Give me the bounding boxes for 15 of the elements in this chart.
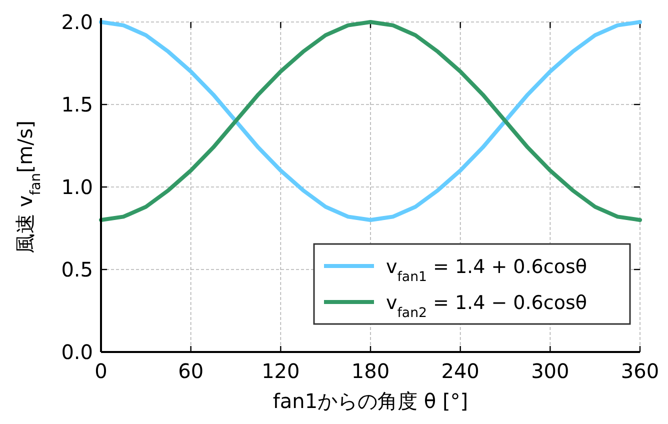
x-tick-label: 360 bbox=[620, 359, 660, 383]
x-axis-title: fan1からの角度 θ [°] bbox=[272, 389, 468, 413]
x-tick-label: 60 bbox=[178, 359, 204, 383]
y-tick-label: 2.0 bbox=[61, 10, 93, 34]
y-tick-label: 0.5 bbox=[61, 258, 93, 282]
x-tick-label: 240 bbox=[441, 359, 480, 383]
y-tick-label: 0.0 bbox=[61, 340, 93, 364]
legend-label: v$_{fan1}$ = 1.4 + 0.6cosθ bbox=[386, 256, 587, 284]
x-tick-label: 0 bbox=[94, 359, 108, 383]
x-tick-label: 120 bbox=[262, 359, 300, 383]
y-tick-label: 1.5 bbox=[61, 92, 93, 116]
x-tick-label: 180 bbox=[351, 359, 390, 383]
y-tick-label: 1.0 bbox=[61, 175, 93, 199]
legend-label: v$_{fan2}$ = 1.4 − 0.6cosθ bbox=[386, 292, 587, 320]
x-tick-label: 300 bbox=[531, 359, 570, 383]
